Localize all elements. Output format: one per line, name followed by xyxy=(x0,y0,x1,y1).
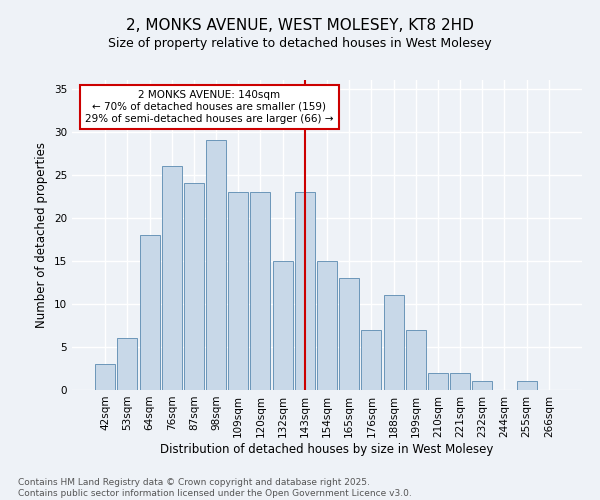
Bar xyxy=(272,261,293,390)
Bar xyxy=(317,261,337,390)
Bar xyxy=(162,166,182,390)
Bar xyxy=(428,373,448,390)
Bar xyxy=(184,184,204,390)
Y-axis label: Number of detached properties: Number of detached properties xyxy=(35,142,49,328)
X-axis label: Distribution of detached houses by size in West Molesey: Distribution of detached houses by size … xyxy=(160,442,494,456)
Bar xyxy=(206,140,226,390)
Bar xyxy=(95,364,115,390)
Text: Size of property relative to detached houses in West Molesey: Size of property relative to detached ho… xyxy=(108,38,492,51)
Text: 2, MONKS AVENUE, WEST MOLESEY, KT8 2HD: 2, MONKS AVENUE, WEST MOLESEY, KT8 2HD xyxy=(126,18,474,32)
Bar xyxy=(450,373,470,390)
Bar xyxy=(406,330,426,390)
Bar xyxy=(118,338,137,390)
Bar xyxy=(517,382,536,390)
Bar xyxy=(295,192,315,390)
Text: Contains HM Land Registry data © Crown copyright and database right 2025.
Contai: Contains HM Land Registry data © Crown c… xyxy=(18,478,412,498)
Bar xyxy=(383,296,404,390)
Bar xyxy=(140,235,160,390)
Bar xyxy=(472,382,492,390)
Text: 2 MONKS AVENUE: 140sqm
← 70% of detached houses are smaller (159)
29% of semi-de: 2 MONKS AVENUE: 140sqm ← 70% of detached… xyxy=(85,90,334,124)
Bar xyxy=(339,278,359,390)
Bar xyxy=(250,192,271,390)
Bar xyxy=(228,192,248,390)
Bar xyxy=(361,330,382,390)
